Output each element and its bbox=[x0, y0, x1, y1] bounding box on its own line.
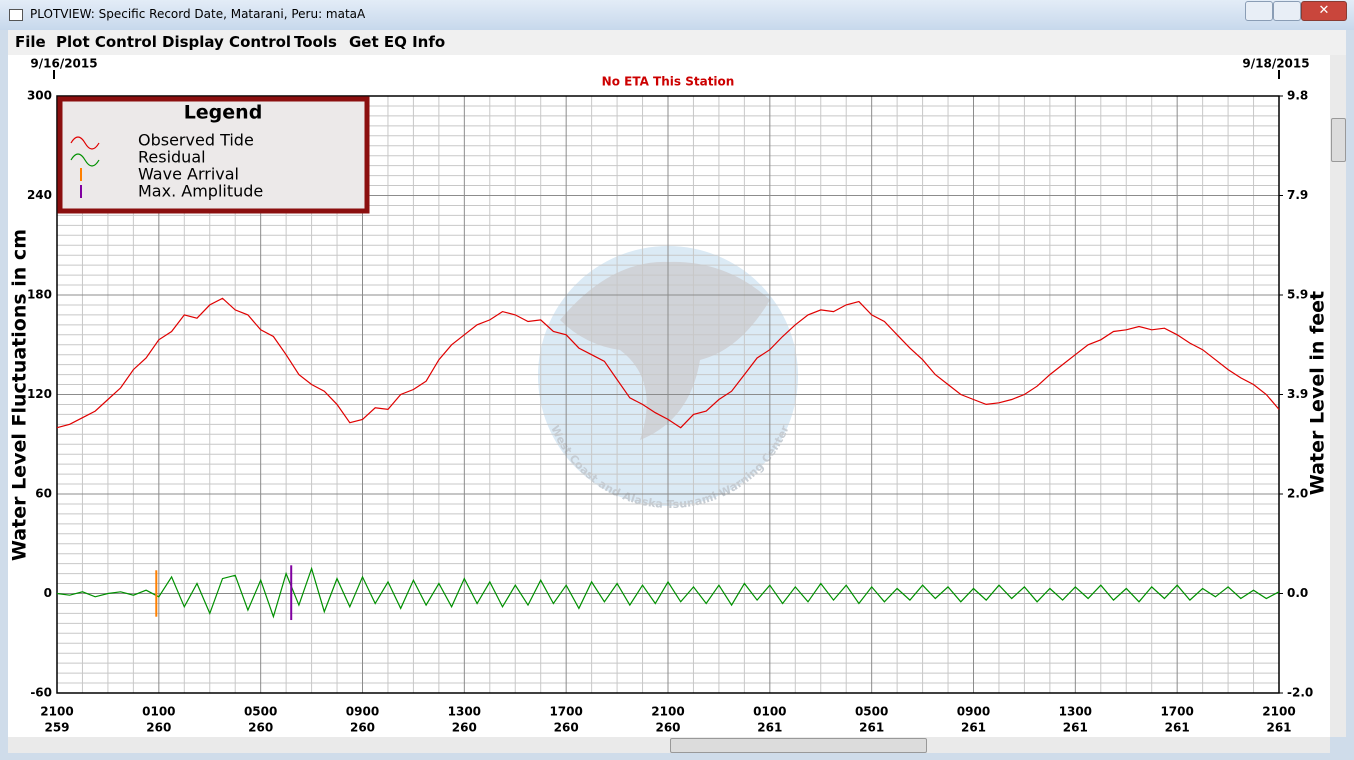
legend-label: Wave Arrival bbox=[138, 165, 239, 184]
legend-label: Observed Tide bbox=[138, 131, 254, 150]
title-bar: PLOTVIEW: Specific Record Date, Matarani… bbox=[0, 0, 1354, 30]
y-tick-label: -60 bbox=[30, 686, 52, 700]
y-tick-label: 240 bbox=[27, 188, 52, 202]
series-line bbox=[56, 297, 1280, 429]
menu-item[interactable]: File bbox=[15, 33, 46, 51]
y-tick-label: 0 bbox=[44, 586, 52, 600]
end-date: 9/18/2015 bbox=[1242, 57, 1309, 71]
x-tick-label: 2100 bbox=[651, 705, 684, 719]
y-tick-label: 300 bbox=[27, 89, 52, 103]
menu-item[interactable]: Display Control bbox=[162, 33, 292, 51]
start-date: 9/16/2015 bbox=[30, 57, 97, 71]
legend-box bbox=[57, 96, 370, 214]
x-tick-day: 261 bbox=[961, 721, 986, 735]
menu-item[interactable]: Get EQ Info bbox=[349, 33, 446, 51]
y2-tick-label: 5.9 bbox=[1287, 288, 1308, 302]
window-title: PLOTVIEW: Specific Record Date, Matarani… bbox=[30, 7, 366, 21]
h-scroll-thumb[interactable] bbox=[670, 738, 927, 753]
y2-tick-label: 0.0 bbox=[1287, 586, 1308, 600]
y-tick-label: 60 bbox=[35, 487, 52, 501]
legend-symbol bbox=[70, 136, 100, 150]
menu-item[interactable]: Plot Control bbox=[56, 33, 157, 51]
v-scroll-thumb[interactable] bbox=[1331, 118, 1346, 162]
y2-tick-label: 2.0 bbox=[1287, 487, 1308, 501]
legend-title: Legend bbox=[184, 102, 263, 124]
y-tick-label: 120 bbox=[27, 387, 52, 401]
x-tick-day: 261 bbox=[757, 721, 782, 735]
annotation: No ETA This Station bbox=[602, 75, 735, 89]
x-tick-label: 2100 bbox=[1262, 705, 1295, 719]
x-tick-label: 1700 bbox=[549, 705, 582, 719]
x-tick-day: 261 bbox=[1165, 721, 1190, 735]
watermark-bird bbox=[560, 261, 770, 440]
legend-label: Residual bbox=[138, 148, 206, 167]
y2-tick-label: 7.9 bbox=[1287, 188, 1308, 202]
menu-item[interactable]: Tools bbox=[294, 33, 337, 51]
x-tick-day: 261 bbox=[1266, 721, 1291, 735]
y2-axis-label: Water Level in feet bbox=[1307, 291, 1329, 495]
x-tick-label: 1300 bbox=[448, 705, 481, 719]
x-tick-label: 0100 bbox=[753, 705, 786, 719]
chart: West Coast and Alaska Tsunami Warning Ce… bbox=[8, 55, 1330, 737]
x-tick-day: 259 bbox=[44, 721, 69, 735]
h-scrollbar[interactable] bbox=[8, 737, 1330, 753]
y2-tick-label: -2.0 bbox=[1287, 686, 1313, 700]
x-tick-label: 2100 bbox=[40, 705, 73, 719]
x-tick-day: 260 bbox=[350, 721, 375, 735]
plot-frame bbox=[56, 95, 1280, 694]
menu-bar bbox=[8, 30, 1346, 55]
legend-label: Max. Amplitude bbox=[138, 182, 263, 201]
minimize-button[interactable] bbox=[1245, 1, 1273, 21]
series-line bbox=[56, 566, 1280, 619]
close-button[interactable]: ✕ bbox=[1301, 1, 1347, 21]
plot-group: -60 0 60 120 180 240 300 -2.0 0.0 2.0 3.9 5.9 7.9 9.8… bbox=[9, 57, 1329, 735]
y2-tick-label: 9.8 bbox=[1287, 89, 1308, 103]
v-scrollbar[interactable] bbox=[1330, 55, 1346, 737]
x-tick-label: 0900 bbox=[957, 705, 990, 719]
x-tick-label: 0500 bbox=[244, 705, 277, 719]
legend-symbol bbox=[70, 153, 100, 167]
x-tick-day: 260 bbox=[452, 721, 477, 735]
x-tick-day: 260 bbox=[248, 721, 273, 735]
x-tick-label: 0100 bbox=[142, 705, 175, 719]
x-tick-day: 261 bbox=[1063, 721, 1088, 735]
y2-tick-label: 3.9 bbox=[1287, 387, 1308, 401]
x-tick-day: 260 bbox=[655, 721, 680, 735]
y-axis-label: Water Level Fluctuations in cm bbox=[9, 229, 31, 561]
x-tick-label: 1300 bbox=[1059, 705, 1092, 719]
x-tick-label: 0500 bbox=[855, 705, 888, 719]
app-icon bbox=[9, 9, 23, 21]
maximize-button[interactable] bbox=[1273, 1, 1301, 21]
x-tick-label: 1700 bbox=[1160, 705, 1193, 719]
x-tick-day: 261 bbox=[859, 721, 884, 735]
x-tick-day: 260 bbox=[554, 721, 579, 735]
x-tick-day: 260 bbox=[146, 721, 171, 735]
y-tick-label: 180 bbox=[27, 288, 52, 302]
x-tick-label: 0900 bbox=[346, 705, 379, 719]
